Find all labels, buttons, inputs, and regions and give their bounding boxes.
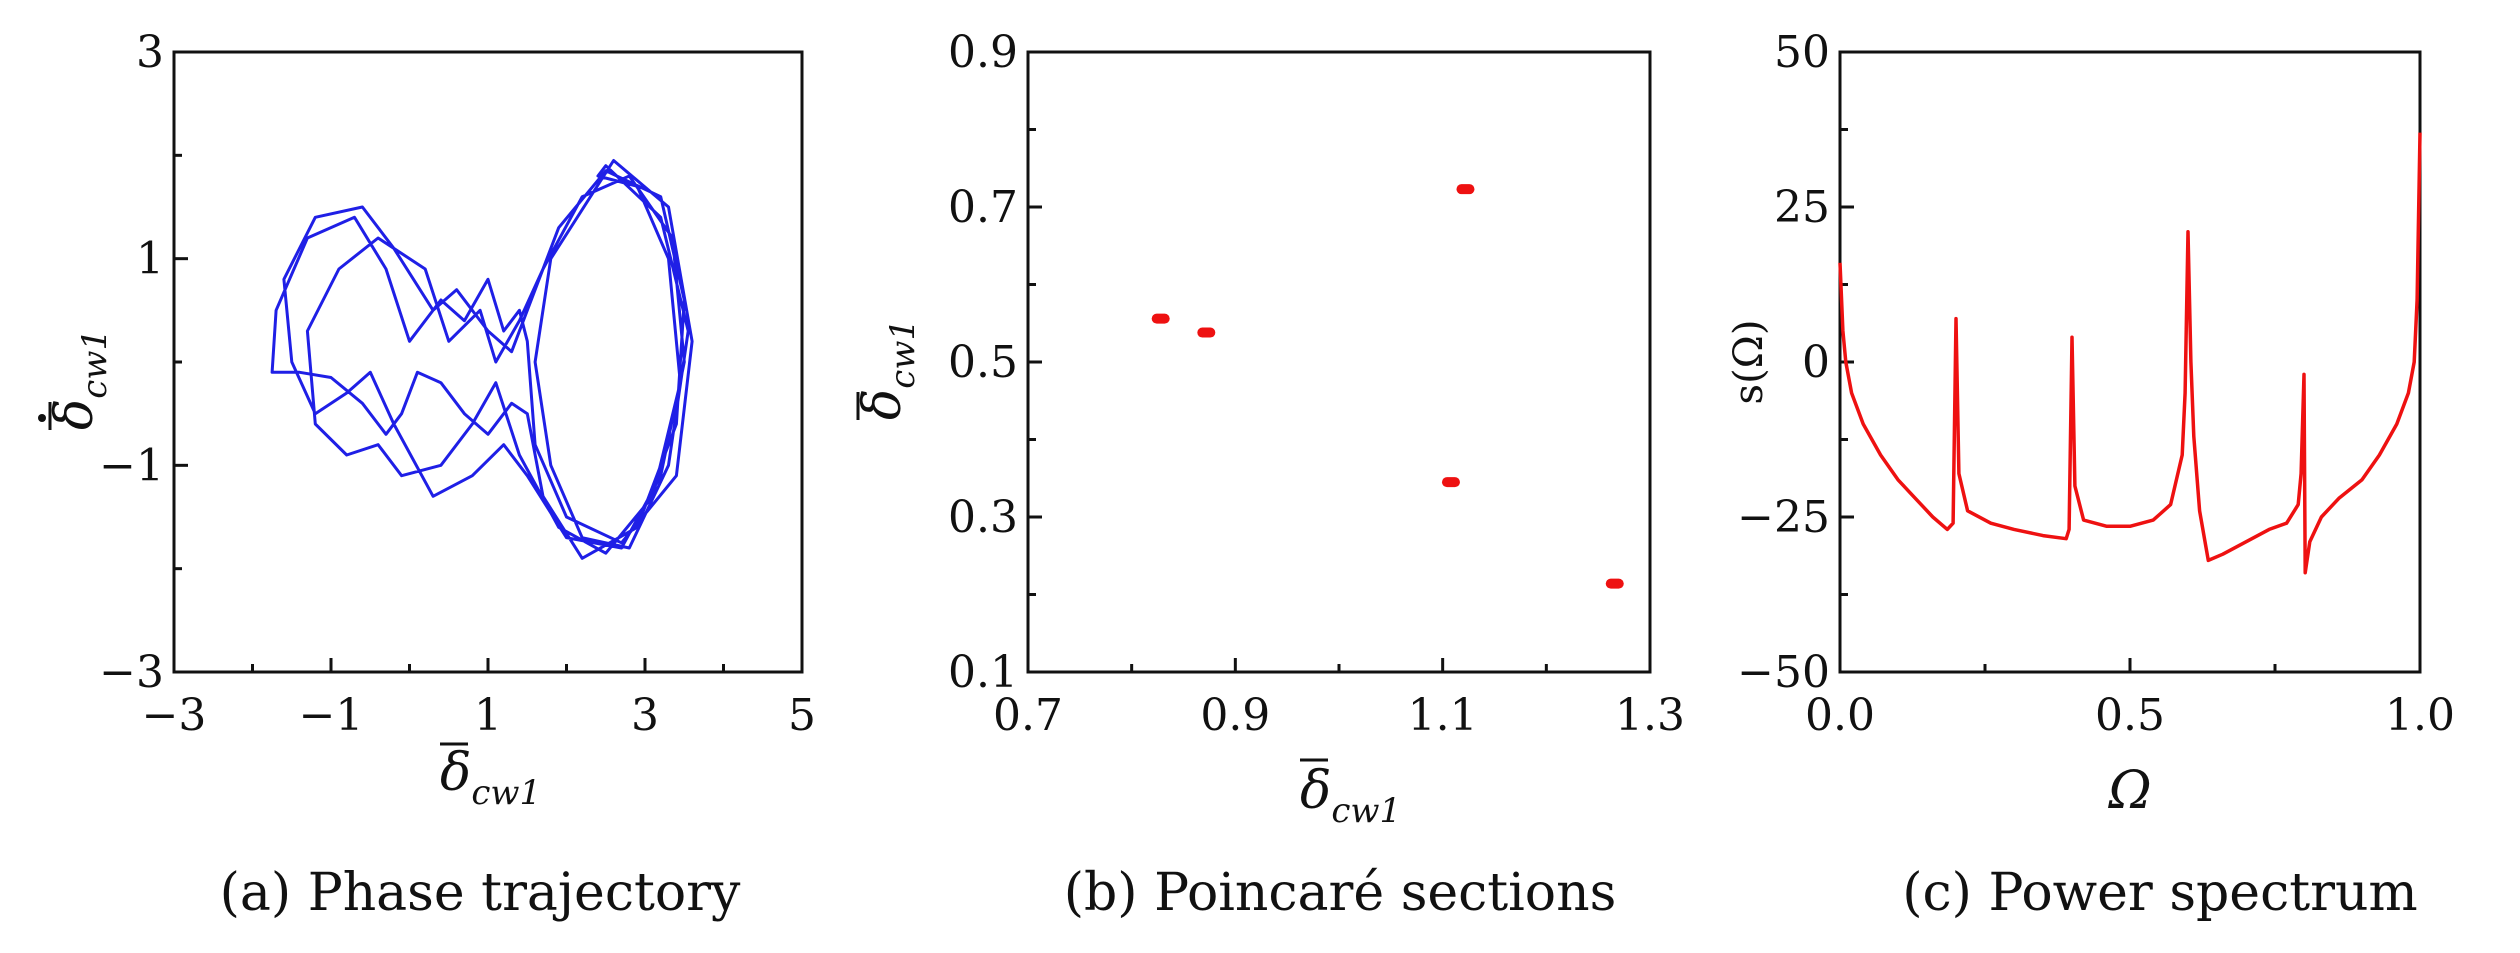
panel-b-y-tick-label: 0.5	[948, 337, 1018, 388]
panel-a-ticks: −3 −1 1 3 5 −3 −1 1 3	[99, 27, 816, 741]
panel-c-x-tick-label: 1.0	[2385, 690, 2455, 741]
panel-b-y-tick-label: 0.3	[948, 492, 1018, 543]
power-spectrum-line	[1838, 132, 2422, 575]
poincare-point	[1456, 184, 1475, 195]
panel-a-y-tick-label: −1	[99, 440, 164, 491]
panel-b: 0.7 0.9 1.1 1.3 0.1 0.3 0.5 0.7 0.9 δcw1 δcw1 (b…	[853, 27, 1685, 923]
panel-b-x-tick-label: 1.1	[1408, 690, 1478, 741]
poincare-point	[1441, 477, 1460, 488]
panel-b-x-axis-label: δcw1	[1300, 761, 1401, 831]
panel-b-x-tick-label: 0.9	[1200, 690, 1270, 741]
panel-a-y-tick-label: 1	[136, 234, 164, 285]
poincare-point	[1605, 578, 1624, 589]
panel-c-y-axis-label: s(Ω)	[1726, 320, 1772, 405]
panel-a-x-tick-label: 5	[788, 690, 816, 741]
panel-c-y-tick-label: −50	[1737, 647, 1830, 698]
panel-a-y-tick-label: 3	[136, 27, 164, 78]
panel-c-x-tick-label: 0.0	[1805, 690, 1875, 741]
panel-c-y-tick-label: −25	[1737, 492, 1830, 543]
panel-a-x-tick-label: −1	[299, 690, 364, 741]
panel-c-y-tick-label: 0	[1802, 337, 1830, 388]
panel-a-y-tick-label: −3	[99, 647, 164, 698]
panel-a: −3 −1 1 3 5 −3 −1 1 3 δcw1 δcw1 (a) Phase trajec…	[38, 27, 816, 923]
panel-a-y-label-dot	[38, 414, 46, 422]
panel-a-x-tick-label: 3	[631, 690, 659, 741]
panel-a-plot-frame	[172, 50, 804, 674]
panel-a-caption: (a) Phase trajectory	[220, 863, 741, 923]
panel-b-y-tick-label: 0.9	[948, 27, 1018, 78]
panel-b-ticks: 0.7 0.9 1.1 1.3 0.1 0.3 0.5 0.7 0.9	[948, 27, 1685, 741]
panel-a-x-axis-label: δcw1	[440, 743, 541, 813]
poincare-point	[1151, 313, 1170, 324]
panel-b-points	[1151, 184, 1624, 589]
panel-b-y-tick-label: 0.7	[948, 182, 1018, 233]
panel-a-x-tick-label: −3	[142, 690, 207, 741]
panel-b-y-tick-label: 0.1	[948, 647, 1018, 698]
panel-c-ticks: 0.0 0.5 1.0 −50 −25 0 25 50	[1737, 27, 2455, 741]
panel-c-caption: (c) Power spectrum	[1902, 863, 2418, 923]
panel-c-spectrum	[1838, 132, 2422, 575]
panel-c: 0.0 0.5 1.0 −50 −25 0 25 50 Ω s(Ω) (c) Power sp…	[1726, 27, 2455, 923]
panel-b-x-tick-label: 0.7	[993, 690, 1063, 741]
poincare-point	[1197, 327, 1216, 338]
panel-b-y-axis-label: δcw1	[853, 319, 923, 420]
panel-a-x-tick-label: 1	[474, 690, 502, 741]
panel-c-x-tick-label: 0.5	[2095, 690, 2165, 741]
panel-b-plot-frame	[1026, 50, 1652, 674]
panel-c-plot-frame	[1838, 50, 2422, 674]
panel-c-y-tick-label: 50	[1774, 27, 1830, 78]
panel-c-x-axis-label: Ω	[2107, 761, 2151, 821]
panel-a-trajectory	[270, 159, 694, 560]
panel-b-x-tick-label: 1.3	[1615, 690, 1685, 741]
phase-trajectory-line	[270, 159, 694, 560]
panel-b-caption: (b) Poincaré sections	[1064, 863, 1617, 923]
panel-a-y-axis-label: δcw1	[45, 329, 115, 430]
panel-c-y-tick-label: 25	[1774, 182, 1830, 233]
